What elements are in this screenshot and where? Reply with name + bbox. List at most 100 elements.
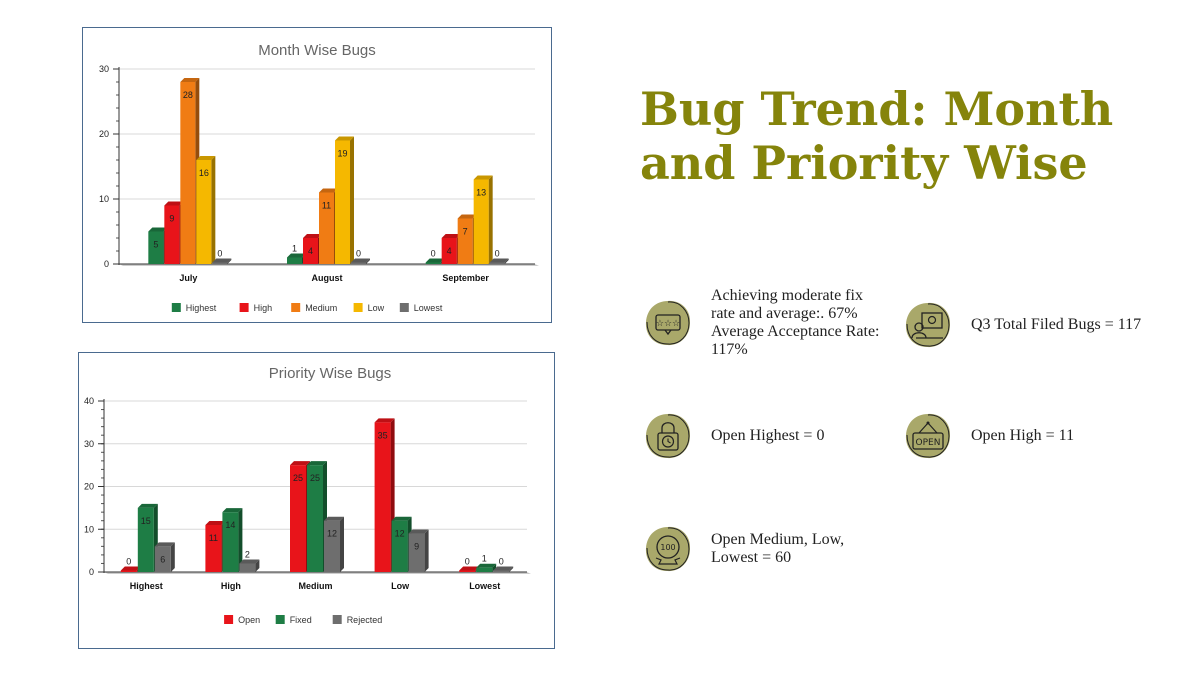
- y-tick-label: 10: [99, 194, 109, 204]
- bar-medium-september: [457, 218, 473, 264]
- bar-lowest-august-label: 0: [356, 249, 361, 259]
- bar-highest-august-label: 1: [292, 244, 297, 254]
- y-tick-label: 30: [84, 439, 94, 449]
- bar-low-july-label: 16: [199, 168, 209, 178]
- bar-medium-july: [180, 82, 196, 264]
- month-wise-bugs-chart: 0 10 20 30 5 9 28 16 0 July 1 4 11 19 0 August 0 4 7 13 0 Sep…: [82, 27, 552, 323]
- bar-fixed-lowest: [476, 567, 493, 572]
- bar-open-low-top: [374, 418, 395, 423]
- bar-low-july-side: [211, 156, 216, 264]
- open-sign-icon: OPEN: [903, 411, 953, 461]
- bar-open-lowest-top: [459, 566, 480, 571]
- bar-low-august-top: [335, 136, 354, 141]
- bar-fixed-lowest-top: [476, 563, 497, 568]
- legend-label-lowest: Lowest: [414, 303, 443, 313]
- y-tick-label: 20: [99, 129, 109, 139]
- bar-lowest-august-side: [366, 258, 370, 264]
- bar-open-highest: [120, 570, 137, 572]
- svg-text:100: 100: [660, 543, 675, 552]
- bar-highest-august-top: [287, 253, 306, 258]
- bar-fixed-medium-label: 25: [310, 473, 320, 483]
- clock-lock-icon: [643, 411, 693, 461]
- bar-fixed-medium-top: [307, 461, 327, 466]
- stat-open-medium-low-lowest: 100 Open Medium, Low, Lowest = 60: [643, 524, 883, 574]
- bar-medium-july-label: 28: [183, 90, 193, 100]
- bar-highest-july-top: [148, 227, 168, 232]
- legend-label-highest: Highest: [186, 303, 217, 313]
- x-tick-label-high: High: [221, 581, 241, 591]
- bar-rejected-highest: [154, 546, 171, 572]
- bar-fixed-low-top: [391, 516, 412, 521]
- legend-label-open: Open: [238, 615, 260, 625]
- bar-rejected-highest-label: 6: [160, 554, 165, 564]
- bar-rejected-lowest-label: 0: [499, 557, 504, 567]
- bar-rejected-high-label: 2: [245, 549, 250, 559]
- bar-rejected-medium-side: [340, 516, 344, 572]
- stat-total-filed-bugs-text: Q3 Total Filed Bugs = 117: [971, 316, 1142, 333]
- bar-highest-july: [148, 231, 164, 264]
- bar-high-september: [441, 238, 457, 264]
- legend-swatch-high: [239, 303, 249, 312]
- x-tick-label-august: August: [312, 273, 343, 283]
- legend-label-low: Low: [368, 303, 385, 313]
- bar-lowest-august: [351, 262, 366, 264]
- legend-swatch-open: [224, 615, 234, 624]
- badge-100-icon: 100: [643, 524, 693, 574]
- svg-text:OPEN: OPEN: [916, 438, 941, 448]
- stat-open-highest: Open Highest = 0: [643, 411, 883, 461]
- bar-fixed-low: [391, 520, 408, 572]
- legend-label-medium: Medium: [305, 303, 337, 313]
- chart-title: Month Wise Bugs: [258, 42, 376, 59]
- legend-swatch-rejected: [332, 615, 342, 624]
- bar-high-july: [164, 205, 180, 264]
- bar-lowest-july: [212, 262, 228, 264]
- bar-medium-august-label: 11: [322, 201, 331, 211]
- y-tick-label: 30: [99, 64, 109, 74]
- bar-fixed-highest: [137, 507, 154, 572]
- svg-text:☆☆☆: ☆☆☆: [656, 319, 680, 329]
- x-tick-label-july: July: [179, 273, 197, 283]
- stat-open-high-text: Open High = 11: [971, 427, 1075, 444]
- bar-rejected-highest-top: [154, 542, 175, 547]
- bar-high-september-label: 4: [447, 246, 452, 256]
- bar-open-highest-label: 0: [126, 557, 131, 567]
- bar-highest-september-label: 0: [431, 249, 436, 259]
- bar-fixed-lowest-side: [492, 563, 497, 572]
- x-tick-label-low: Low: [391, 581, 410, 591]
- y-tick-label: 0: [89, 567, 94, 577]
- bar-low-september-label: 13: [476, 188, 486, 198]
- bar-rejected-low: [408, 533, 425, 572]
- bar-rejected-medium-label: 12: [327, 529, 337, 539]
- legend-label-high: High: [254, 303, 273, 313]
- bar-fixed-low-label: 12: [395, 529, 405, 539]
- bug-report-icon: [903, 300, 953, 350]
- legend-swatch-highest: [171, 303, 181, 312]
- bar-open-high-top: [205, 520, 226, 525]
- chart-title: Priority Wise Bugs: [269, 365, 392, 382]
- stat-total-filed-bugs: Q3 Total Filed Bugs = 117: [903, 300, 1143, 350]
- x-tick-label-highest: Highest: [130, 581, 163, 591]
- legend-label-fixed: Fixed: [290, 615, 312, 625]
- bar-medium-september-top: [457, 214, 477, 219]
- bar-rejected-highest-side: [170, 542, 175, 572]
- bar-rejected-lowest: [493, 570, 510, 572]
- y-tick-label: 20: [84, 482, 94, 492]
- bar-fixed-lowest-label: 1: [482, 554, 487, 564]
- y-tick-label: 0: [104, 259, 109, 269]
- bar-open-high: [205, 524, 222, 572]
- bar-open-low: [374, 422, 391, 572]
- y-tick-label: 40: [84, 396, 94, 406]
- bar-open-medium-top: [290, 461, 310, 466]
- bar-fixed-medium: [307, 465, 323, 572]
- x-tick-label-lowest: Lowest: [469, 581, 500, 591]
- bar-rejected-lowest-top: [493, 566, 514, 571]
- bar-highest-september-top: [425, 258, 445, 263]
- bar-fixed-high: [222, 512, 239, 572]
- y-tick-label: 10: [84, 524, 94, 534]
- bar-low-september-top: [473, 175, 493, 180]
- bar-open-medium-label: 25: [293, 473, 303, 483]
- bar-medium-august-top: [319, 188, 338, 193]
- bar-lowest-july-label: 0: [217, 249, 222, 259]
- legend-swatch-fixed: [275, 615, 285, 624]
- bar-high-july-top: [164, 201, 184, 206]
